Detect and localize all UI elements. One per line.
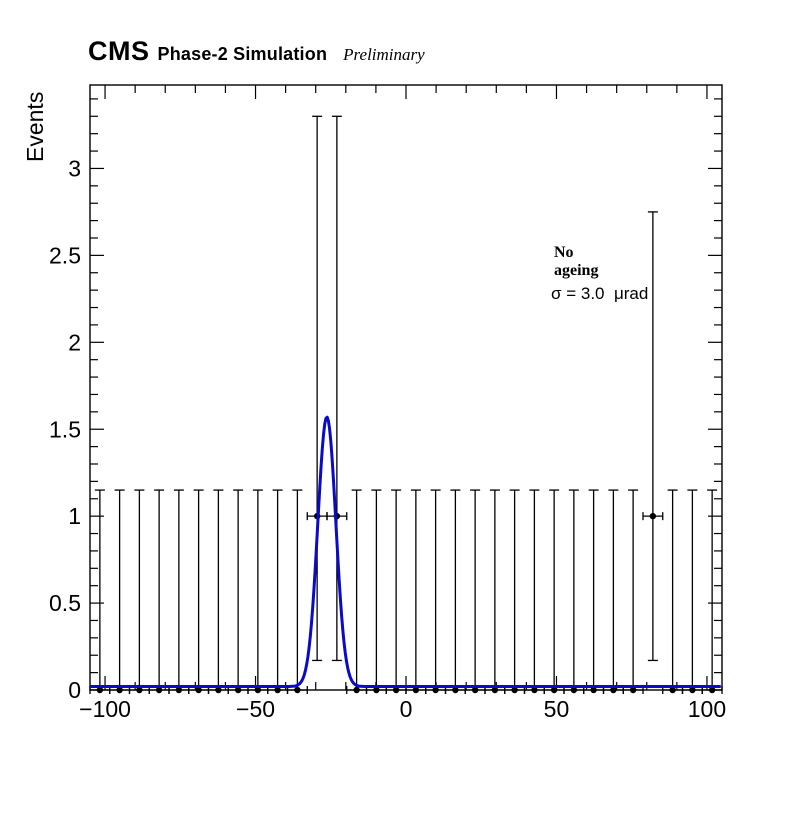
y-tick-label: 2.5	[49, 242, 81, 268]
y-tick-label: 1	[68, 503, 81, 529]
resolution-label: σ = 3.0 μrad	[551, 284, 649, 303]
y-tick-label: 0	[68, 677, 81, 703]
ageing-label: No ageing	[554, 244, 599, 279]
data-point-marker	[412, 686, 420, 694]
y-tick-label: 1.5	[49, 416, 81, 442]
data-point-marker	[708, 686, 716, 694]
data-point-marker	[590, 686, 597, 694]
plot-canvas: −100 −50 0 50 100 0 0.5 1 1.5 2 2.5 3	[49, 84, 726, 722]
data-point-marker	[175, 686, 183, 694]
data-point-marker	[254, 686, 262, 694]
data-point-marker	[689, 686, 696, 694]
data-point-marker	[215, 686, 222, 694]
preliminary-label: Preliminary	[343, 45, 425, 64]
data-point-marker	[629, 686, 637, 694]
y-tick-label: 3	[68, 155, 81, 181]
data-point-marker	[274, 686, 281, 694]
data-point-marker	[491, 686, 499, 694]
y-axis-title: Events	[22, 91, 48, 162]
data-point-marker	[116, 686, 123, 694]
data-point-marker	[511, 686, 518, 694]
y-tick-label: 0.5	[49, 590, 81, 616]
data-point-marker	[294, 686, 301, 694]
data-point-marker	[155, 686, 163, 694]
data-point-marker	[392, 686, 400, 694]
data-point-marker	[96, 686, 104, 694]
x-tick-label: 100	[688, 696, 726, 722]
data-point-marker	[610, 686, 617, 694]
data-point-marker	[234, 686, 242, 694]
x-tick-label: −100	[79, 696, 131, 722]
data-point-marker	[452, 686, 459, 694]
x-tick-label: 50	[544, 696, 570, 722]
data-point-marker	[550, 686, 558, 694]
cms-logo-text: CMS	[88, 36, 150, 66]
data-point-marker	[649, 512, 657, 520]
plot-header: CMS Phase-2 Simulation Preliminary	[88, 36, 425, 67]
data-point-marker	[570, 686, 578, 694]
plot-frame	[89, 84, 723, 691]
x-tick-label: 0	[400, 696, 413, 722]
fit-curve	[89, 415, 722, 688]
simulation-label: Phase-2 Simulation	[157, 44, 328, 64]
data-point-marker	[432, 686, 439, 694]
x-tick-label: −50	[236, 696, 275, 722]
data-point-marker	[373, 686, 380, 694]
data-point-marker	[195, 686, 202, 694]
data-point-marker	[471, 686, 479, 694]
y-tick-label: 2	[68, 329, 81, 355]
data-point-marker	[136, 686, 143, 694]
data-point-marker	[353, 686, 360, 694]
data-point-marker	[669, 686, 676, 694]
data-point-marker	[531, 686, 538, 694]
